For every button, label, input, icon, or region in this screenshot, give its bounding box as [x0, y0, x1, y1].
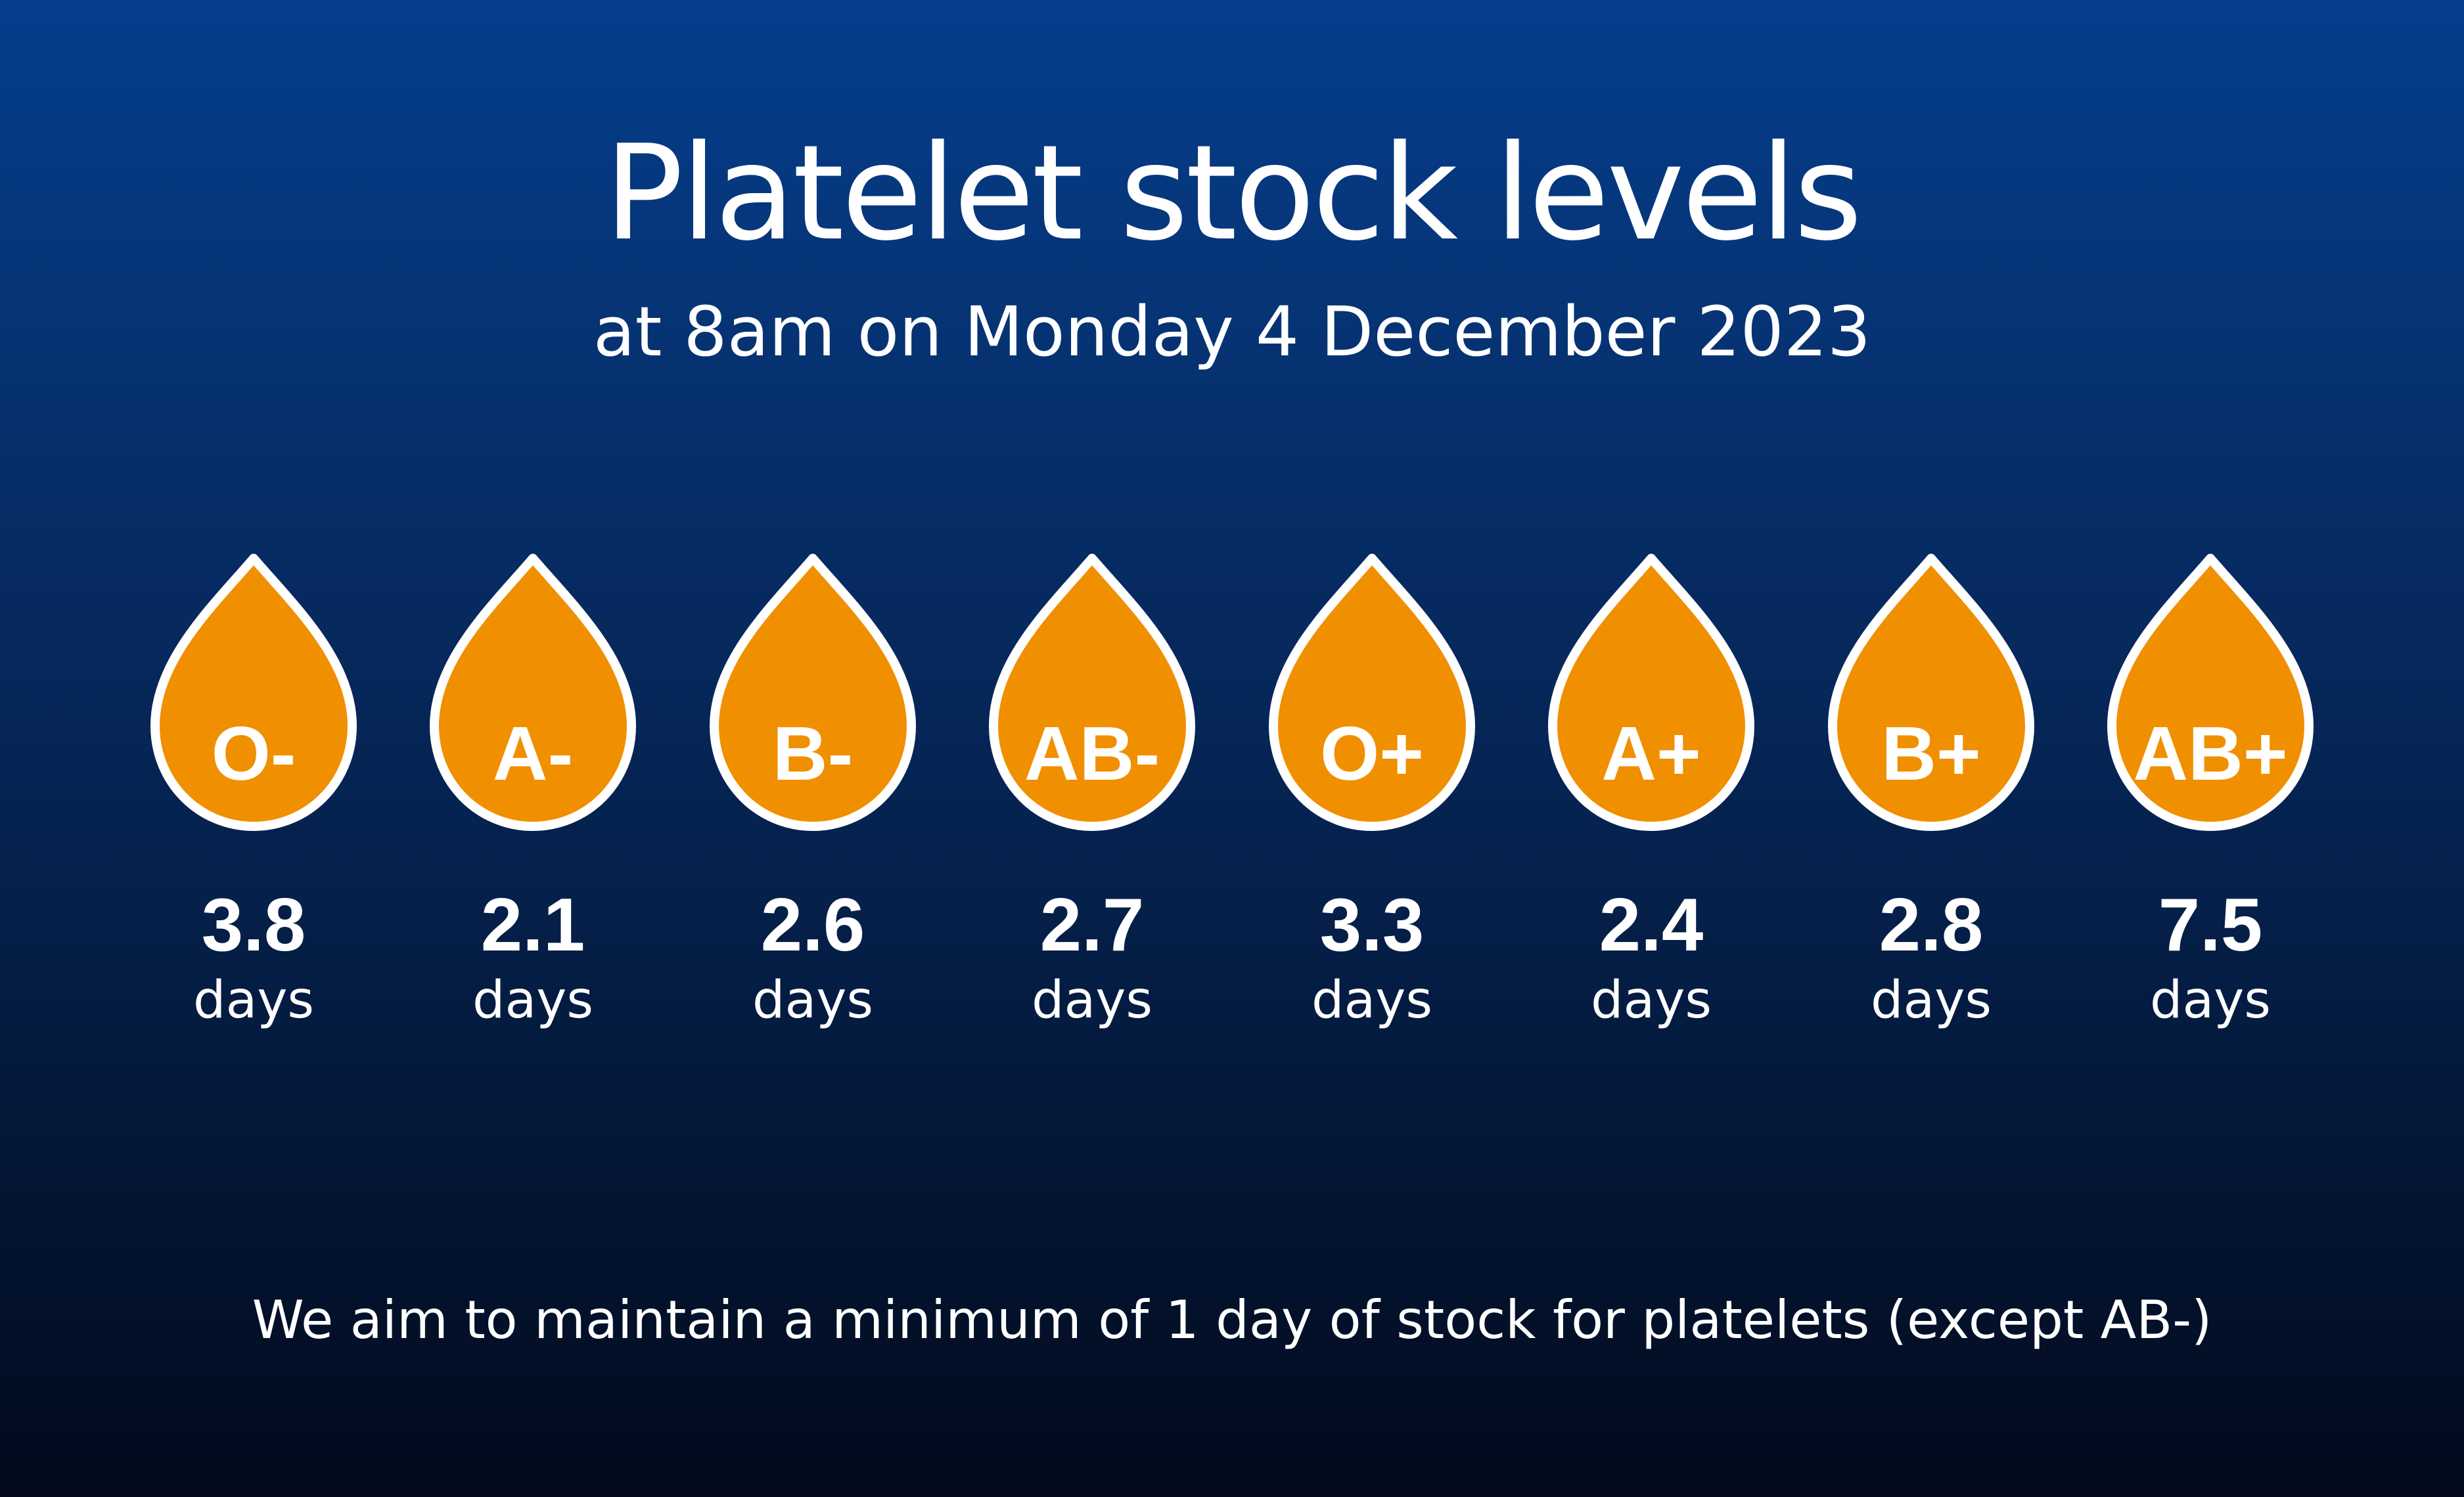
drop-shape — [150, 554, 357, 831]
stock-stat: 3.3 days — [1264, 883, 1480, 1033]
stock-days-unit: days — [1870, 971, 1992, 1030]
stock-days-value: 2.4 — [1599, 883, 1704, 967]
stock-days-unit: days — [2149, 971, 2271, 1030]
stock-days-value: 2.6 — [760, 883, 865, 967]
drop-shape — [989, 554, 1195, 831]
stock-days-unit: days — [1031, 971, 1153, 1030]
stock-days-value: 2.1 — [480, 883, 585, 967]
blood-drop-icon: AB- — [984, 552, 1200, 841]
stock-days-value: 3.8 — [201, 883, 306, 967]
stock-days-unit: days — [1590, 971, 1712, 1030]
drop-shape — [710, 554, 916, 831]
stock-days-unit: days — [752, 971, 874, 1030]
blood-type-label: B- — [772, 711, 854, 796]
stock-list: O- 3.8 days A- 2.1 days B- 2.6 days AB- … — [145, 552, 2319, 1033]
stock-days-unit: days — [472, 971, 594, 1030]
stock-stat: 2.6 days — [704, 883, 921, 1033]
stock-stat: 3.8 days — [145, 883, 362, 1033]
stock-stat: 2.8 days — [1823, 883, 2040, 1033]
blood-drop-icon: A+ — [1543, 552, 1760, 841]
blood-drop-icon: AB+ — [2102, 552, 2319, 841]
blood-type-label: AB- — [1024, 711, 1160, 796]
stock-days-value: 3.3 — [1319, 883, 1425, 967]
blood-type-label: B+ — [1881, 711, 1981, 796]
stock-stat: 2.4 days — [1543, 883, 1760, 1033]
blood-type-label: AB+ — [2133, 711, 2288, 796]
stock-stat: 7.5 days — [2102, 883, 2319, 1033]
stock-days-value: 7.5 — [2158, 883, 2263, 967]
blood-drop-icon: B+ — [1823, 552, 2040, 841]
blood-type-label: A- — [492, 711, 574, 796]
stock-days-value: 2.8 — [1879, 883, 1984, 967]
blood-type-label: O- — [211, 711, 296, 796]
drop-shape — [1828, 554, 2034, 831]
blood-drop-icon: O+ — [1264, 552, 1480, 841]
drop-shape — [430, 554, 636, 831]
footnote: We aim to maintain a minimum of 1 day of… — [252, 1289, 2212, 1351]
page-subtitle: at 8am on Monday 4 December 2023 — [593, 292, 1871, 372]
blood-drop-icon: O- — [145, 552, 362, 841]
blood-drop-icon: B- — [704, 552, 921, 841]
blood-type-label: O+ — [1320, 711, 1424, 796]
blood-drop-icon: A- — [424, 552, 641, 841]
blood-type-label: A+ — [1601, 711, 1701, 796]
stock-stat: 2.7 days — [984, 883, 1200, 1033]
page-title: Platelet stock levels — [604, 117, 1863, 270]
drop-shape — [1269, 554, 1475, 831]
stock-days-unit: days — [1311, 971, 1433, 1030]
stock-days-unit: days — [193, 971, 315, 1030]
drop-shape — [1548, 554, 1754, 831]
stock-days-value: 2.7 — [1039, 883, 1145, 967]
drop-shape — [2107, 554, 2314, 831]
stock-stat: 2.1 days — [424, 883, 641, 1033]
